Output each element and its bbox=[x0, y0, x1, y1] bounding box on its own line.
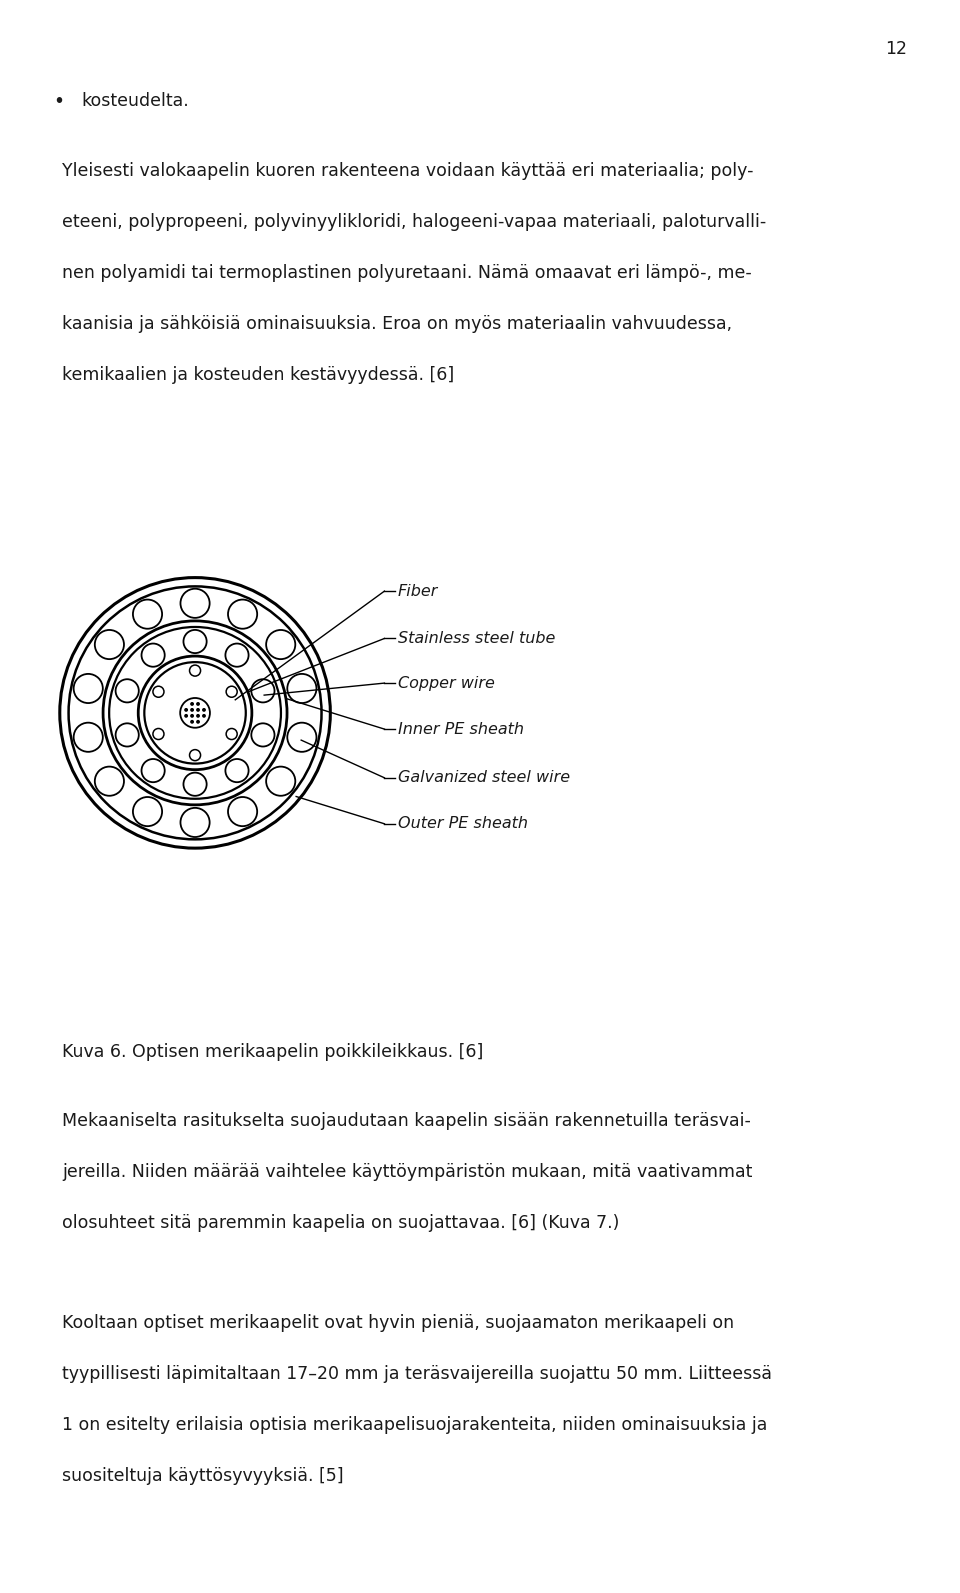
Circle shape bbox=[180, 589, 209, 618]
Circle shape bbox=[74, 723, 103, 752]
Circle shape bbox=[190, 707, 194, 712]
Circle shape bbox=[68, 586, 322, 840]
Circle shape bbox=[144, 663, 246, 763]
Circle shape bbox=[226, 758, 249, 782]
Circle shape bbox=[183, 629, 206, 653]
Text: eteeni, polypropeeni, polyvinyylikloridi, halogeeni-vapaa materiaali, paloturval: eteeni, polypropeeni, polyvinyylikloridi… bbox=[62, 213, 767, 231]
Circle shape bbox=[227, 687, 237, 698]
Circle shape bbox=[115, 679, 139, 703]
Circle shape bbox=[190, 714, 194, 718]
Circle shape bbox=[189, 750, 201, 761]
Circle shape bbox=[287, 723, 317, 752]
Text: Kuva 6. Optisen merikaapelin poikkileikkaus. [6]: Kuva 6. Optisen merikaapelin poikkileikk… bbox=[62, 1043, 484, 1061]
Circle shape bbox=[184, 707, 188, 712]
Circle shape bbox=[109, 628, 281, 798]
Circle shape bbox=[115, 723, 139, 747]
Circle shape bbox=[153, 687, 164, 698]
Text: kosteudelta.: kosteudelta. bbox=[82, 92, 189, 110]
Text: Inner PE sheath: Inner PE sheath bbox=[398, 722, 524, 736]
Text: Copper wire: Copper wire bbox=[398, 675, 494, 691]
Text: suositeltuja käyttösyvyyksiä. [5]: suositeltuja käyttösyvyyksiä. [5] bbox=[62, 1467, 344, 1485]
Circle shape bbox=[227, 728, 237, 739]
Text: jereilla. Niiden määrää vaihtelee käyttöympäristön mukaan, mitä vaativammat: jereilla. Niiden määrää vaihtelee käyttö… bbox=[62, 1163, 753, 1180]
Circle shape bbox=[95, 766, 124, 796]
Circle shape bbox=[189, 664, 201, 675]
Text: kaanisia ja sähköisiä ominaisuuksia. Eroa on myös materiaalin vahvuudessa,: kaanisia ja sähköisiä ominaisuuksia. Ero… bbox=[62, 315, 732, 333]
Circle shape bbox=[266, 766, 296, 796]
Text: Mekaaniselta rasitukselta suojaudutaan kaapelin sisään rakennetuilla teräsvai-: Mekaaniselta rasitukselta suojaudutaan k… bbox=[62, 1112, 752, 1129]
Circle shape bbox=[74, 674, 103, 703]
Circle shape bbox=[252, 679, 275, 703]
Circle shape bbox=[190, 720, 194, 723]
Text: Yleisesti valokaapelin kuoren rakenteena voidaan käyttää eri materiaalia; poly-: Yleisesti valokaapelin kuoren rakenteena… bbox=[62, 162, 754, 180]
Text: Stainless steel tube: Stainless steel tube bbox=[398, 631, 555, 647]
Text: •: • bbox=[53, 92, 64, 112]
Circle shape bbox=[226, 644, 249, 667]
Text: Galvanized steel wire: Galvanized steel wire bbox=[398, 771, 570, 785]
Circle shape bbox=[196, 720, 200, 723]
Circle shape bbox=[266, 629, 296, 660]
Circle shape bbox=[287, 674, 317, 703]
Text: Fiber: Fiber bbox=[398, 583, 439, 599]
Circle shape bbox=[103, 621, 287, 804]
Circle shape bbox=[228, 599, 257, 629]
Circle shape bbox=[190, 703, 194, 706]
Text: 12: 12 bbox=[885, 40, 907, 57]
Circle shape bbox=[252, 723, 275, 747]
Text: kemikaalien ja kosteuden kestävyydessä. [6]: kemikaalien ja kosteuden kestävyydessä. … bbox=[62, 366, 455, 384]
Circle shape bbox=[141, 644, 165, 667]
Text: olosuhteet sitä paremmin kaapelia on suojattavaa. [6] (Kuva 7.): olosuhteet sitä paremmin kaapelia on suo… bbox=[62, 1214, 620, 1231]
Text: Outer PE sheath: Outer PE sheath bbox=[398, 816, 528, 832]
Circle shape bbox=[184, 714, 188, 718]
Circle shape bbox=[141, 758, 165, 782]
Circle shape bbox=[196, 714, 200, 718]
Text: Kooltaan optiset merikaapelit ovat hyvin pieniä, suojaamaton merikaapeli on: Kooltaan optiset merikaapelit ovat hyvin… bbox=[62, 1314, 734, 1332]
Circle shape bbox=[95, 629, 124, 660]
Circle shape bbox=[196, 703, 200, 706]
Circle shape bbox=[153, 728, 164, 739]
Circle shape bbox=[202, 707, 205, 712]
Circle shape bbox=[202, 714, 205, 718]
Circle shape bbox=[180, 698, 210, 728]
Text: tyypillisesti läpimitaltaan 17–20 mm ja teräsvaijereilla suojattu 50 mm. Liittee: tyypillisesti läpimitaltaan 17–20 mm ja … bbox=[62, 1365, 773, 1383]
Circle shape bbox=[196, 707, 200, 712]
Circle shape bbox=[183, 773, 206, 796]
Text: nen polyamidi tai termoplastinen polyuretaani. Nämä omaavat eri lämpö-, me-: nen polyamidi tai termoplastinen polyure… bbox=[62, 264, 752, 282]
Circle shape bbox=[132, 599, 162, 629]
Circle shape bbox=[138, 656, 252, 769]
Circle shape bbox=[132, 796, 162, 827]
Circle shape bbox=[228, 796, 257, 827]
Circle shape bbox=[60, 578, 330, 847]
Text: 1 on esitelty erilaisia optisia merikaapelisuojarakenteita, niiden ominaisuuksia: 1 on esitelty erilaisia optisia merikaap… bbox=[62, 1416, 768, 1434]
Circle shape bbox=[180, 808, 209, 836]
